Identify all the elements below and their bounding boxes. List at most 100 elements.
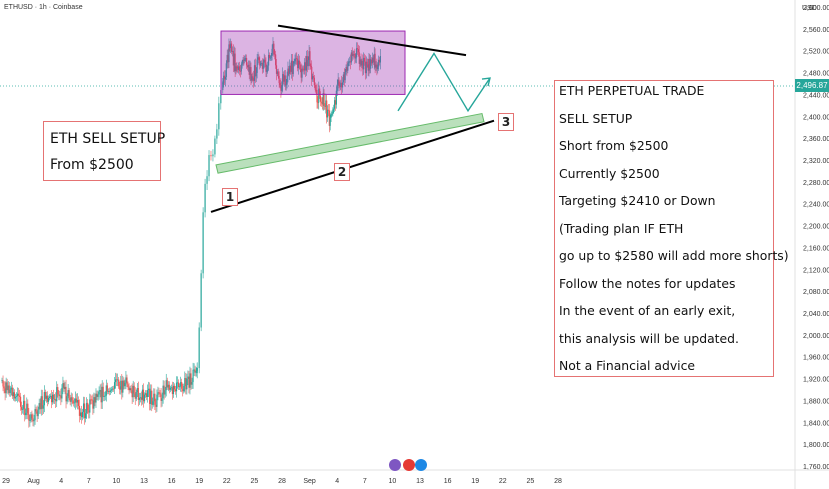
candle-body	[333, 108, 335, 110]
candle-body	[281, 85, 283, 91]
candle-body	[224, 76, 227, 80]
candle-body	[105, 385, 107, 396]
candle-body	[230, 43, 232, 49]
candle-body	[336, 84, 338, 91]
candle-body	[81, 411, 84, 418]
candle-body	[265, 62, 267, 72]
candle-body	[253, 65, 256, 81]
trade-plan-note: ETH PERPETUAL TRADE SELL SETUP Short fro…	[554, 80, 789, 377]
note-right-line2: SELL SETUP	[559, 110, 633, 126]
candle-body	[49, 395, 52, 397]
y-tick-label: 2,600.00	[803, 5, 829, 12]
candle-body	[117, 379, 119, 381]
candle-body	[292, 63, 294, 75]
candle-body	[310, 65, 312, 67]
candle-body	[206, 176, 208, 184]
projected-arrowhead	[481, 77, 491, 87]
candle-body	[140, 397, 143, 400]
candle-body	[316, 89, 318, 103]
candle-body	[125, 377, 127, 383]
candle-body	[170, 387, 172, 389]
candle-body	[94, 397, 96, 403]
candle-body	[11, 387, 13, 397]
candle-body	[121, 380, 123, 393]
candle-body	[39, 403, 41, 410]
candle-body	[102, 386, 104, 397]
candle-body	[13, 392, 15, 399]
candle-body	[187, 376, 189, 380]
candle-body	[367, 64, 369, 71]
candle-body	[38, 403, 40, 410]
candle-body	[339, 85, 341, 87]
candle-body	[354, 54, 356, 59]
candle-body	[284, 75, 286, 85]
note-right-line1: ETH PERPETUAL TRADE	[559, 83, 705, 98]
y-tick-label: 2,040.00	[803, 311, 829, 318]
candle-body	[250, 67, 252, 81]
candle-body	[64, 386, 66, 390]
candle-body	[369, 58, 371, 69]
event-icons[interactable]	[388, 458, 430, 472]
x-tick-label: 22	[499, 478, 507, 485]
candle-body	[150, 390, 152, 405]
candle-body	[363, 57, 365, 70]
candle-body	[65, 386, 67, 402]
candle-body	[235, 66, 237, 72]
candle-body	[111, 388, 114, 390]
candle-body	[348, 61, 351, 63]
candle-body	[160, 394, 162, 401]
candle-body	[139, 397, 141, 399]
support-line	[210, 119, 495, 213]
candle-body	[272, 43, 274, 49]
x-tick-label: 4	[59, 478, 63, 485]
candle-body	[237, 68, 239, 70]
candle-body	[275, 65, 278, 74]
x-tick-label: 10	[113, 478, 121, 485]
candle-body	[280, 85, 282, 91]
candle-body	[156, 394, 158, 407]
candle-body	[174, 389, 177, 392]
candle-body	[112, 388, 115, 390]
candle-body	[123, 380, 125, 387]
candle-body	[312, 76, 314, 80]
candle-body	[29, 420, 31, 421]
candle-body	[198, 327, 200, 369]
candle-body	[10, 387, 12, 390]
note-right-line10: this analysis will be updated.	[559, 330, 739, 346]
candle-body	[47, 397, 50, 402]
candle-body	[304, 62, 307, 71]
candle-body	[194, 369, 196, 373]
candle-body	[279, 83, 281, 86]
x-tick-label: 22	[223, 478, 231, 485]
candle-body	[368, 58, 370, 71]
candle-body	[306, 56, 308, 67]
candle-body	[294, 58, 296, 62]
candle-body	[4, 388, 6, 394]
candle-body	[24, 400, 26, 416]
candle-body	[321, 102, 323, 105]
candle-body	[270, 55, 272, 58]
x-tick-label: 28	[278, 478, 286, 485]
candle-body	[245, 57, 247, 59]
candle-body	[28, 414, 30, 421]
candle-body	[72, 400, 74, 404]
candle-body	[90, 399, 92, 401]
candle-body	[172, 385, 175, 395]
candle-body	[6, 382, 8, 391]
x-tick-label: 4	[335, 478, 339, 485]
candle-body	[276, 71, 278, 74]
candle-body	[107, 391, 109, 392]
candle-body	[2, 380, 4, 387]
candle-body	[244, 58, 246, 61]
candle-body	[44, 392, 46, 399]
candle-body	[74, 398, 76, 403]
candle-body	[104, 395, 106, 397]
candle-body	[80, 412, 83, 418]
candle-body	[253, 77, 255, 81]
candle-body	[180, 382, 182, 387]
candle-body	[307, 60, 309, 67]
candle-body	[345, 67, 347, 72]
candle-body	[260, 63, 263, 64]
symbol-label: ETHUSD · 1h · Coinbase	[4, 4, 83, 11]
